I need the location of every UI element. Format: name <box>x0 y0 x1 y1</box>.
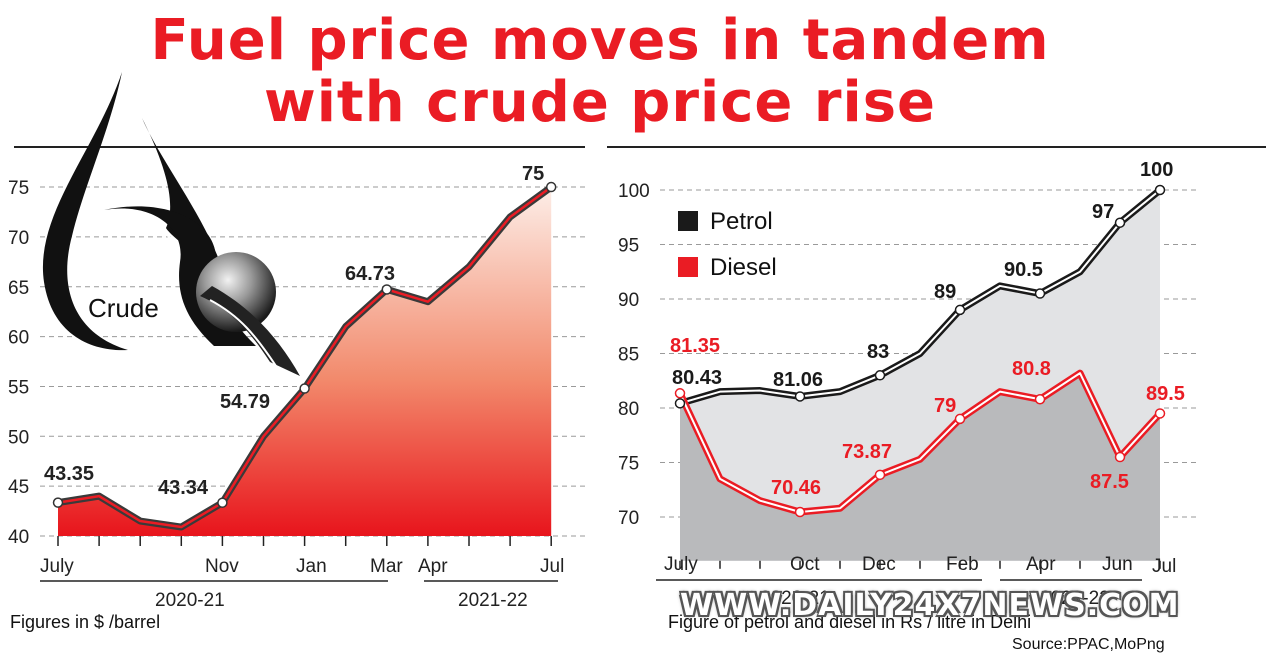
y-tick-label: 50 <box>8 427 29 448</box>
x-tick-label: Apr <box>1026 554 1056 575</box>
data-label: 43.35 <box>44 463 94 485</box>
data-point <box>545 181 557 193</box>
x-tick-label: Dec <box>862 554 896 575</box>
data-point <box>217 497 228 508</box>
y-tick-label: 70 <box>618 508 639 529</box>
petrol-swatch <box>678 211 698 231</box>
diesel-data-label: 81.35 <box>670 335 720 357</box>
data-label: 64.73 <box>345 263 395 285</box>
data-point <box>874 469 886 481</box>
diesel-data-label: 89.5 <box>1146 383 1185 405</box>
diesel-data-label: 80.8 <box>1012 358 1051 380</box>
y-tick-label: 45 <box>8 477 29 498</box>
petrol-data-label: 97 <box>1092 201 1114 223</box>
x-tick-label: July <box>40 556 74 577</box>
petrol-data-label: 90.5 <box>1004 259 1043 281</box>
diesel-data-label: 79 <box>934 395 956 417</box>
data-label: 75 <box>522 163 544 185</box>
legend-diesel-label: Diesel <box>710 254 777 281</box>
diesel-data-label: 70.46 <box>771 477 821 499</box>
period-label: 2020-21 <box>155 590 225 611</box>
period-label: 2020-21 <box>760 588 830 609</box>
x-tick-label: Feb <box>946 554 979 575</box>
data-point <box>299 383 310 394</box>
y-tick-label: 80 <box>618 399 639 420</box>
footnote-crude: Figures in $ /barrel <box>10 612 161 632</box>
petrol-data-label: 80.43 <box>672 367 722 389</box>
data-point <box>1034 288 1046 299</box>
legend-petrol: Petrol <box>678 208 773 236</box>
data-point <box>1114 451 1126 463</box>
fuel-price-chart: 70 75 80 85 90 95 100 80.43 81.06 83 89 90.5 97 100 81… <box>607 146 1266 609</box>
footnote-fuel: Figure of petrol and diesel in Rs / litr… <box>668 612 1032 632</box>
data-label: 54.79 <box>220 391 270 413</box>
crude-area <box>58 187 552 537</box>
diesel-data-label: 87.5 <box>1090 471 1129 493</box>
data-point <box>794 391 806 402</box>
watermark: WWW.DAILY24X7NEWS.COM <box>680 588 1180 623</box>
period-label: 2021-22 <box>1040 588 1110 609</box>
x-tick-label: Apr <box>418 556 448 577</box>
y-tick-label: 60 <box>8 328 29 349</box>
x-tick-label: Jul <box>1152 556 1176 577</box>
period-label: 2021-22 <box>458 590 528 611</box>
data-point <box>1114 217 1126 228</box>
crude-oil-drop-icon: Crude <box>42 72 300 376</box>
petrol-line-inner <box>679 189 1161 405</box>
crude-icon-label: Crude <box>88 293 159 323</box>
data-point <box>52 497 64 508</box>
data-point <box>1154 184 1166 196</box>
petrol-data-label: 89 <box>934 281 956 303</box>
y-tick-label: 100 <box>618 181 650 202</box>
x-tick-label: Jan <box>296 556 327 577</box>
petrol-data-label: 83 <box>867 341 889 363</box>
data-point <box>1154 408 1166 419</box>
x-tick-label: Jul <box>540 556 564 577</box>
data-point <box>1034 394 1046 405</box>
petrol-data-label: 81.06 <box>773 369 823 391</box>
x-tick-label: July <box>664 554 698 575</box>
diesel-swatch <box>678 257 698 277</box>
y-tick-label: 95 <box>618 236 639 257</box>
data-point <box>674 398 686 409</box>
y-tick-label: 70 <box>8 228 29 249</box>
diesel-data-label: 73.87 <box>842 441 892 463</box>
data-label: 43.34 <box>158 477 209 499</box>
petrol-data-label: 100 <box>1140 159 1173 181</box>
diesel-line-inner <box>679 372 1161 513</box>
data-point <box>954 304 966 316</box>
data-point <box>674 388 686 399</box>
data-point <box>794 506 806 518</box>
data-point <box>954 413 966 425</box>
data-point <box>381 284 393 295</box>
legend-petrol-label: Petrol <box>710 208 773 235</box>
x-tick-label: Mar <box>370 556 403 577</box>
y-tick-label: 75 <box>8 178 29 199</box>
headline-line-2: with crude price rise <box>264 70 936 135</box>
x-tick-label: Nov <box>205 556 239 577</box>
headline-line-1: Fuel price moves in tandem <box>150 8 1050 73</box>
source-note: Source:PPAC,MoPng <box>1012 636 1165 653</box>
y-tick-label: 85 <box>618 345 639 366</box>
crude-price-chart: 40 45 50 55 60 65 70 75 43.35 43.34 54.79 64.73 75 Ju… <box>8 146 585 611</box>
y-tick-label: 75 <box>618 454 639 475</box>
y-tick-label: 55 <box>8 377 29 398</box>
y-tick-label: 90 <box>618 290 639 311</box>
y-tick-label: 65 <box>8 278 29 299</box>
x-tick-label: Jun <box>1102 554 1133 575</box>
legend-diesel: Diesel <box>678 254 777 282</box>
y-tick-label: 40 <box>8 527 29 548</box>
data-point <box>874 370 886 381</box>
x-tick-label: Oct <box>790 554 820 575</box>
